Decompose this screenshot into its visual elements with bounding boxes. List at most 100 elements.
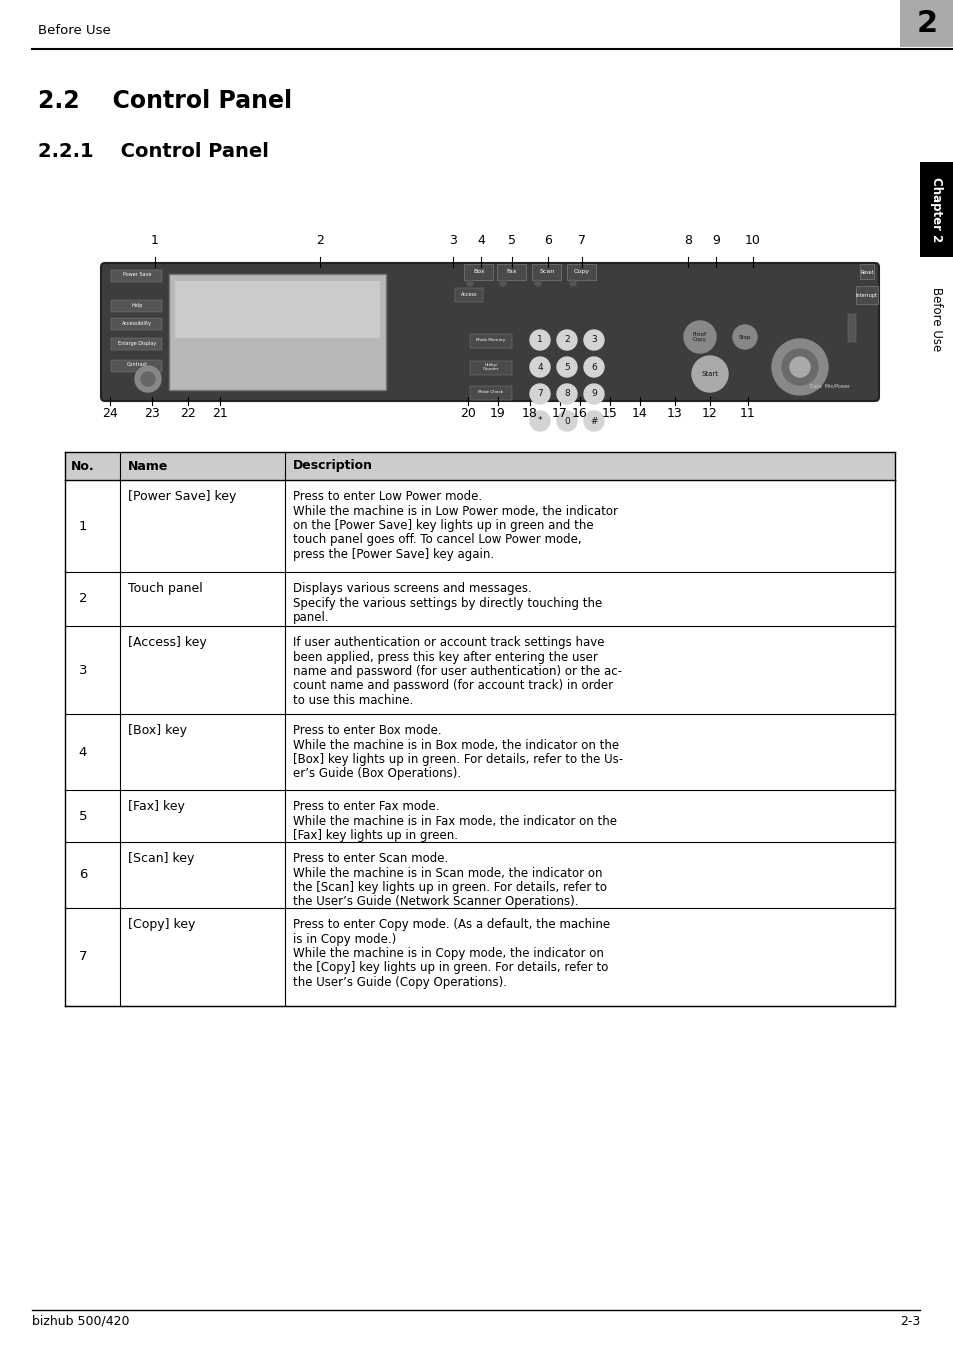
FancyBboxPatch shape [112,338,162,350]
Text: 8: 8 [683,234,691,247]
Circle shape [781,349,817,385]
Text: Press to enter Scan mode.: Press to enter Scan mode. [293,852,448,865]
Text: Touch panel: Touch panel [128,581,203,595]
FancyBboxPatch shape [567,264,596,280]
Text: Chapter 2: Chapter 2 [929,177,943,242]
FancyBboxPatch shape [919,162,953,257]
Text: to use this machine.: to use this machine. [293,694,413,707]
FancyBboxPatch shape [532,264,561,280]
Text: Press to enter Box mode.: Press to enter Box mode. [293,725,441,737]
Text: [Copy] key: [Copy] key [128,918,195,932]
Text: 2.2    Control Panel: 2.2 Control Panel [38,89,292,114]
Text: 23: 23 [144,407,160,420]
Text: 6: 6 [543,234,552,247]
Circle shape [583,411,603,431]
FancyBboxPatch shape [112,269,162,281]
Text: [Scan] key: [Scan] key [128,852,194,865]
Text: 2: 2 [79,592,87,606]
Circle shape [467,280,473,287]
Text: the [Copy] key lights up in green. For details, refer to: the [Copy] key lights up in green. For d… [293,961,608,975]
Text: Copy: Copy [574,269,589,274]
Text: Press to enter Fax mode.: Press to enter Fax mode. [293,800,439,813]
FancyBboxPatch shape [469,334,512,349]
Text: If user authentication or account track settings have: If user authentication or account track … [293,635,604,649]
Text: 6: 6 [591,362,597,372]
FancyBboxPatch shape [497,264,526,280]
Circle shape [557,357,577,377]
Text: 1: 1 [537,335,542,345]
Text: #: # [590,416,598,426]
Circle shape [683,320,716,353]
Circle shape [530,357,550,377]
Circle shape [583,384,603,404]
Text: Contrast: Contrast [127,362,148,368]
Text: Scan: Scan [538,269,554,274]
Circle shape [499,280,505,287]
Text: [Access] key: [Access] key [128,635,207,649]
Circle shape [583,330,603,350]
Text: 5: 5 [507,234,516,247]
Text: 2: 2 [563,335,569,345]
Text: Utility/
Counter: Utility/ Counter [482,362,498,372]
Text: 20: 20 [459,407,476,420]
Text: Box: Box [473,269,484,274]
Circle shape [691,356,727,392]
Circle shape [789,357,809,377]
Text: 16: 16 [572,407,587,420]
Text: been applied, press this key after entering the user: been applied, press this key after enter… [293,650,598,664]
Text: 9: 9 [591,389,597,399]
Text: 9: 9 [711,234,720,247]
Text: Displays various screens and messages.: Displays various screens and messages. [293,581,531,595]
Text: 5: 5 [79,810,87,822]
Text: While the machine is in Scan mode, the indicator on: While the machine is in Scan mode, the i… [293,867,602,880]
FancyBboxPatch shape [112,300,162,311]
Text: 2: 2 [315,234,324,247]
Text: panel.: panel. [293,611,330,625]
Circle shape [557,384,577,404]
Text: touch panel goes off. To cancel Low Power mode,: touch panel goes off. To cancel Low Powe… [293,534,581,546]
Text: 12: 12 [701,407,717,420]
Text: 4: 4 [79,745,87,758]
FancyBboxPatch shape [174,281,379,338]
Text: 18: 18 [521,407,537,420]
FancyBboxPatch shape [101,264,878,402]
Text: 2: 2 [916,8,937,38]
Text: the User’s Guide (Network Scanner Operations).: the User’s Guide (Network Scanner Operat… [293,895,578,909]
Text: 1: 1 [79,519,87,533]
Text: Enlarge Display: Enlarge Display [118,341,156,346]
Text: 1: 1 [151,234,159,247]
Text: 6: 6 [79,868,87,882]
Circle shape [557,411,577,431]
Text: on the [Power Save] key lights up in green and the: on the [Power Save] key lights up in gre… [293,519,593,531]
Text: 13: 13 [666,407,682,420]
Text: Press to enter Low Power mode.: Press to enter Low Power mode. [293,489,481,503]
Text: 11: 11 [740,407,755,420]
FancyBboxPatch shape [469,385,512,400]
Circle shape [535,280,540,287]
Text: bizhub 500/420: bizhub 500/420 [32,1315,130,1328]
Text: Stop: Stop [738,334,750,339]
Text: er’s Guide (Box Operations).: er’s Guide (Box Operations). [293,768,460,780]
Circle shape [557,330,577,350]
Text: Data  Min/Power: Data Min/Power [809,384,849,389]
Text: Proof
Copy: Proof Copy [692,331,706,342]
FancyBboxPatch shape [112,318,162,330]
Text: Before Use: Before Use [38,23,111,37]
Circle shape [732,324,757,349]
Text: [Power Save] key: [Power Save] key [128,489,236,503]
Text: Before Use: Before Use [929,287,943,352]
Text: Help: Help [132,303,143,307]
Text: 2-3: 2-3 [899,1315,919,1328]
FancyBboxPatch shape [455,288,483,303]
Text: [Box] key lights up in green. For details, refer to the Us-: [Box] key lights up in green. For detail… [293,753,622,767]
Text: press the [Power Save] key again.: press the [Power Save] key again. [293,548,494,561]
Text: Interrupt: Interrupt [855,292,877,297]
Text: [Fax] key lights up in green.: [Fax] key lights up in green. [293,829,457,842]
Text: 8: 8 [563,389,569,399]
Text: Reset: Reset [860,269,873,274]
Text: 5: 5 [563,362,569,372]
Text: Access: Access [460,292,476,297]
FancyBboxPatch shape [169,274,386,389]
Text: 19: 19 [490,407,505,420]
Circle shape [771,339,827,395]
